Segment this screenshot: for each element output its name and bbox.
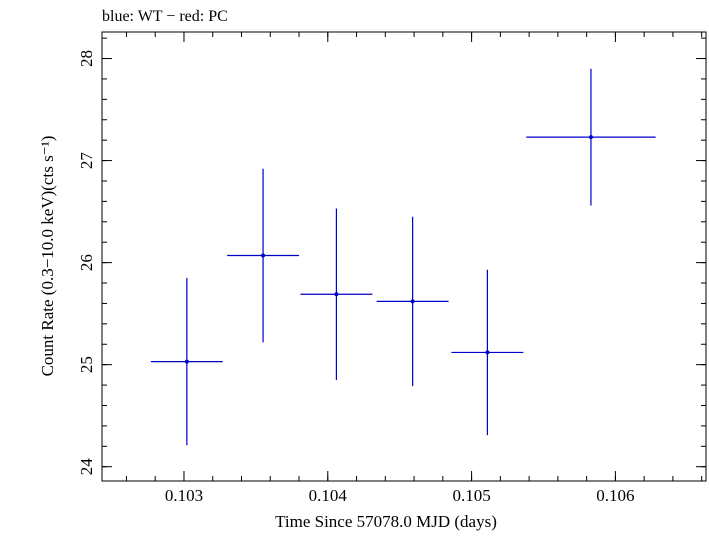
y-tick-label: 28 <box>77 50 96 67</box>
x-tick-label: 0.106 <box>596 486 634 505</box>
data-point <box>376 216 449 387</box>
data-point <box>526 68 656 206</box>
tick-labels: 0.103 0.104 0.105 0.106 24 25 26 27 28 <box>77 50 635 505</box>
data-series <box>150 68 656 446</box>
data-point <box>150 277 223 446</box>
y-tick-label: 26 <box>77 254 96 271</box>
plot-frame <box>101 31 707 482</box>
axis-ticks <box>102 32 706 481</box>
x-tick-label: 0.104 <box>309 486 348 505</box>
chart-title: blue: WT − red: PC <box>102 8 228 25</box>
data-marker <box>184 359 189 364</box>
y-axis-label: Count Rate (0.3−10.0 keV)(cts s⁻¹) <box>38 136 57 377</box>
data-marker <box>334 292 339 297</box>
data-marker <box>485 350 490 355</box>
x-axis-label: Time Since 57078.0 MJD (days) <box>275 512 497 531</box>
y-tick-label: 25 <box>77 356 96 373</box>
data-point <box>227 168 300 343</box>
x-tick-label: 0.103 <box>165 486 203 505</box>
y-tick-label: 27 <box>77 152 96 170</box>
data-marker <box>588 135 593 140</box>
data-marker <box>261 253 266 258</box>
data-marker <box>410 299 415 304</box>
x-tick-label: 0.105 <box>452 486 490 505</box>
data-point <box>300 208 373 380</box>
y-tick-label: 24 <box>77 458 96 476</box>
data-point <box>451 269 524 436</box>
